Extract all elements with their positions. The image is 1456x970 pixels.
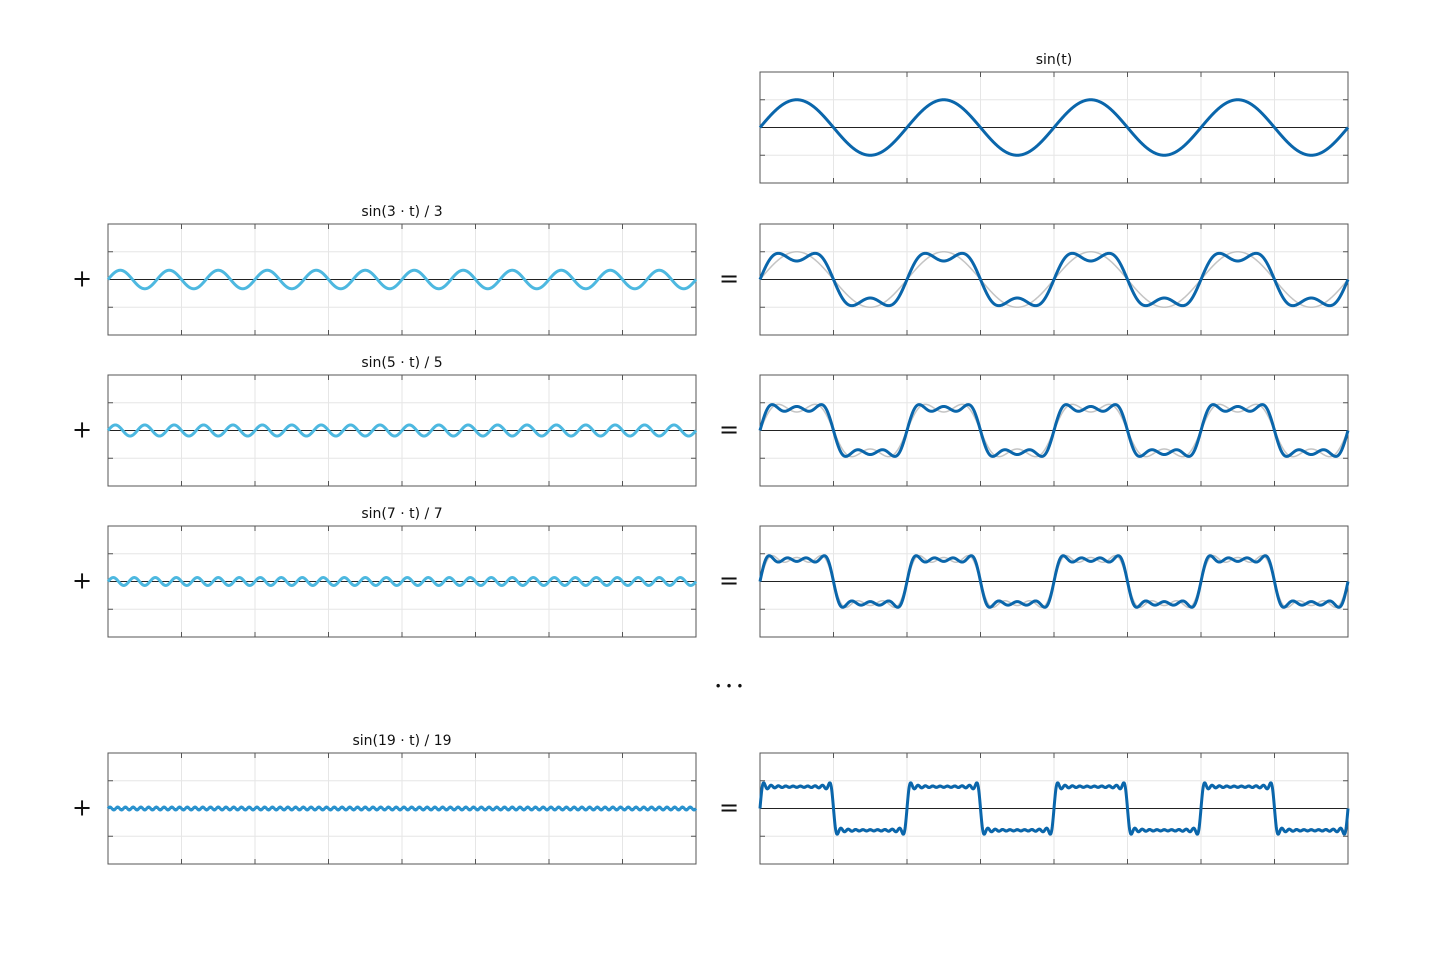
equals-sign: = <box>719 265 739 293</box>
sum-curve <box>758 98 1350 157</box>
equals-sign: = <box>719 567 739 595</box>
harmonic-curve <box>106 268 698 291</box>
panel-title: sin(7 · t) / 7 <box>361 506 442 522</box>
equals-sign: = <box>719 416 739 444</box>
harmonic-curve <box>106 423 698 438</box>
panel-title: sin(5 · t) / 5 <box>361 355 442 371</box>
plus-sign: + <box>72 567 92 595</box>
plus-sign: + <box>72 794 92 822</box>
panel-title: sin(19 · t) / 19 <box>352 733 451 749</box>
plus-sign: + <box>72 265 92 293</box>
panel-title: sin(3 · t) / 3 <box>361 204 442 220</box>
ellipsis: • • • <box>715 680 744 694</box>
sum-curve <box>758 403 1350 458</box>
sum-curve <box>758 251 1350 308</box>
harmonic-curve <box>106 576 698 587</box>
plus-sign: + <box>72 416 92 444</box>
panel-title: sin(t) <box>1036 52 1072 68</box>
sum-curve <box>758 554 1350 609</box>
equals-sign: = <box>719 794 739 822</box>
harmonic-curve <box>106 805 698 812</box>
sum-curve <box>758 781 1350 836</box>
